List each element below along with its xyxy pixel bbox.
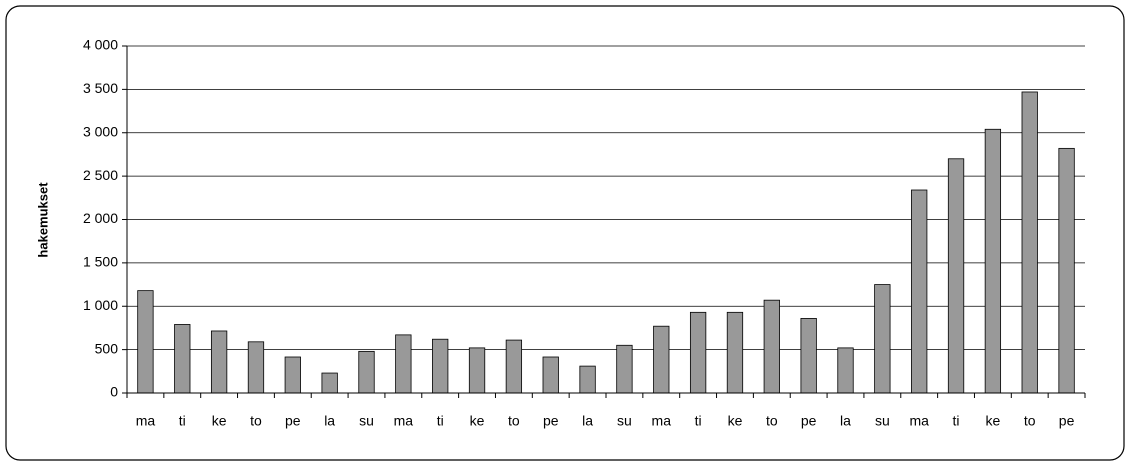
bar bbox=[653, 325, 670, 394]
bar bbox=[874, 284, 891, 394]
x-tick-label: ti bbox=[953, 413, 960, 429]
x-tick-label: su bbox=[875, 413, 890, 429]
bar bbox=[1021, 91, 1038, 394]
x-tick-label: to bbox=[508, 413, 520, 429]
bar bbox=[800, 317, 817, 394]
bar bbox=[137, 290, 154, 394]
bar bbox=[1058, 147, 1075, 394]
y-tick-label: 2 000 bbox=[83, 210, 118, 226]
x-tick-label: su bbox=[359, 413, 374, 429]
x-tick-label: ti bbox=[695, 413, 702, 429]
x-tick-label: ke bbox=[728, 413, 743, 429]
bar bbox=[984, 128, 1002, 394]
bar bbox=[432, 338, 449, 394]
bar bbox=[542, 356, 559, 394]
bar bbox=[689, 311, 707, 394]
bar bbox=[505, 339, 523, 394]
bar bbox=[468, 347, 486, 394]
x-tick-label: ke bbox=[470, 413, 485, 429]
x-tick-label: ke bbox=[212, 413, 227, 429]
y-tick-label: 2 500 bbox=[83, 167, 118, 183]
x-tick-label: ti bbox=[179, 413, 186, 429]
x-tick-label: to bbox=[250, 413, 262, 429]
y-tick-label: 4 000 bbox=[83, 37, 118, 53]
x-tick-label: ti bbox=[437, 413, 444, 429]
bar bbox=[174, 324, 191, 394]
y-tick-label: 3 500 bbox=[83, 80, 118, 96]
bar bbox=[947, 158, 965, 394]
bar bbox=[837, 347, 854, 394]
bar bbox=[579, 365, 596, 394]
bar bbox=[616, 344, 633, 394]
bar bbox=[247, 341, 265, 394]
x-tick-label: to bbox=[766, 413, 778, 429]
bar bbox=[763, 299, 780, 394]
x-tick-label: to bbox=[1024, 413, 1036, 429]
y-tick-label: 1 500 bbox=[83, 254, 118, 270]
x-tick-label: ma bbox=[394, 413, 414, 429]
bar bbox=[321, 372, 338, 394]
y-tick-label: 500 bbox=[95, 340, 119, 356]
bar bbox=[358, 350, 375, 394]
y-axis-label: hakemukset bbox=[35, 182, 50, 258]
bar bbox=[284, 356, 301, 394]
y-tick-label: 1 000 bbox=[83, 297, 118, 313]
x-tick-label: pe bbox=[285, 413, 301, 429]
x-tick-label: la bbox=[582, 413, 593, 429]
y-tick-label: 3 000 bbox=[83, 123, 118, 139]
x-tick-label: ma bbox=[136, 413, 156, 429]
x-tick-label: su bbox=[617, 413, 632, 429]
bar bbox=[395, 334, 412, 394]
x-tick-label: ma bbox=[909, 413, 929, 429]
y-tick-label: 0 bbox=[110, 384, 118, 400]
bar bbox=[210, 330, 228, 394]
x-tick-label: ma bbox=[652, 413, 672, 429]
x-tick-label: la bbox=[324, 413, 335, 429]
x-tick-label: pe bbox=[801, 413, 817, 429]
bar bbox=[911, 189, 928, 394]
bar bbox=[726, 311, 744, 394]
x-tick-label: pe bbox=[1059, 413, 1075, 429]
x-tick-label: pe bbox=[543, 413, 559, 429]
x-tick-label: la bbox=[840, 413, 851, 429]
chart-frame bbox=[5, 5, 1125, 461]
x-tick-label: ke bbox=[985, 413, 1000, 429]
